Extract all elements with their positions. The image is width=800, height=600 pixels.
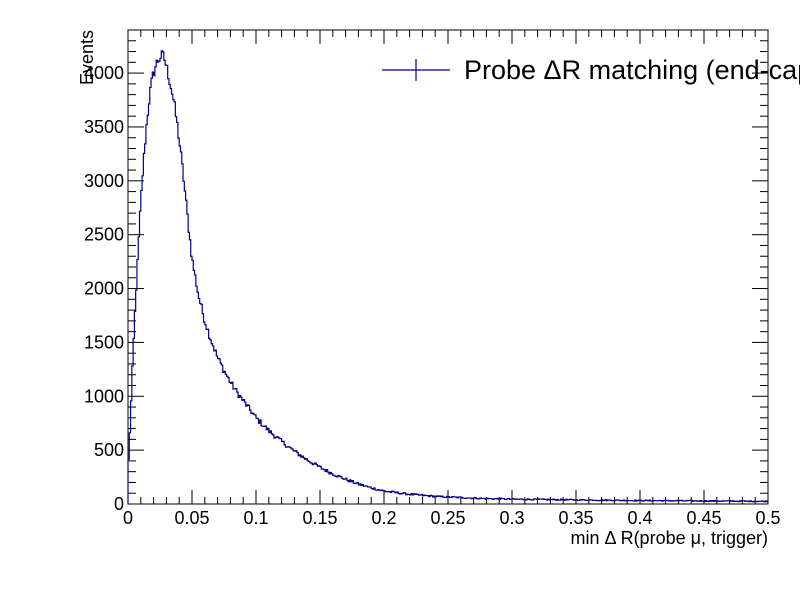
x-tick-label: 0.25 bbox=[430, 508, 465, 528]
y-tick-label: 2000 bbox=[84, 279, 124, 299]
legend-entry-label: Probe ΔR matching (end-cap) bbox=[464, 55, 800, 85]
x-axis: 0 0.05 0.1 0.15 0.2 0.25 0.3 0.35 0.4 0.45 0.5 bbox=[123, 30, 781, 528]
y-tick-label: 4000 bbox=[84, 63, 124, 83]
x-tick-label: 0.1 bbox=[243, 508, 268, 528]
y-tick-label: 3000 bbox=[84, 171, 124, 191]
y-tick-label: 0 bbox=[114, 494, 124, 514]
legend: Probe ΔR matching (end-cap) bbox=[382, 55, 800, 85]
histogram-series-line bbox=[127, 50, 768, 504]
y-axis: 0 500 1000 1500 2000 2500 3000 3500 4000 bbox=[84, 29, 768, 514]
y-tick-label: 500 bbox=[94, 440, 124, 460]
x-tick-label: 0.3 bbox=[499, 508, 524, 528]
y-axis-title: Events bbox=[77, 30, 97, 85]
x-tick-label: 0.2 bbox=[371, 508, 396, 528]
x-tick-label: 0.15 bbox=[302, 508, 337, 528]
x-tick-label: 0.35 bbox=[558, 508, 593, 528]
y-tick-label: 3500 bbox=[84, 117, 124, 137]
y-tick-label: 2500 bbox=[84, 225, 124, 245]
x-axis-title: min Δ R(probe μ, trigger) bbox=[571, 528, 768, 548]
x-tick-label: 0 bbox=[123, 508, 133, 528]
x-tick-label: 0.4 bbox=[627, 508, 652, 528]
x-tick-label: 0.05 bbox=[174, 508, 209, 528]
y-tick-label: 1000 bbox=[84, 386, 124, 406]
x-tick-label: 0.45 bbox=[686, 508, 721, 528]
y-tick-label: 1500 bbox=[84, 332, 124, 352]
x-tick-label: 0.5 bbox=[755, 508, 780, 528]
